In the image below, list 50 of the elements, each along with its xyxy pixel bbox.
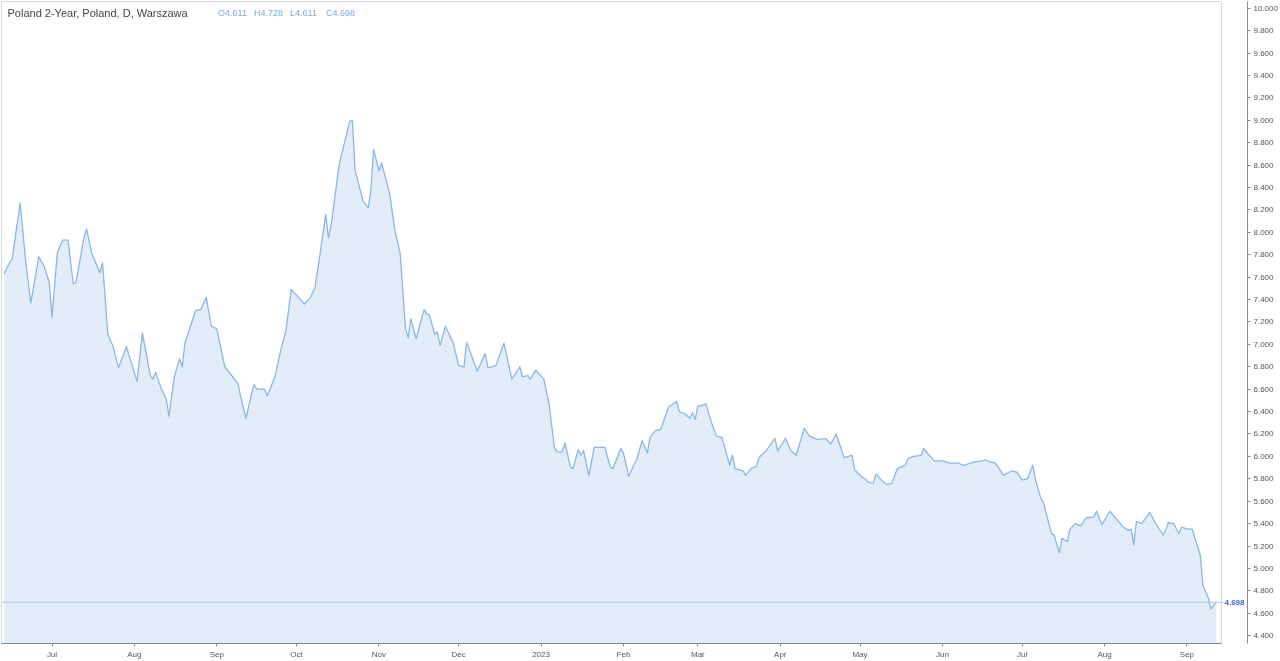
annotation: C4.698 (326, 7, 356, 18)
y-tick-label: 4.600 (1253, 608, 1275, 618)
annotation: H4.728 (254, 7, 284, 18)
y-tick-label: 6.800 (1253, 362, 1275, 372)
annotation: L4.611 (290, 7, 317, 18)
y-tick-label: 5.400 (1253, 519, 1275, 529)
x-tick-label: Jun (935, 649, 949, 659)
y-tick-label: 5.200 (1253, 541, 1275, 551)
y-tick-label: 10.000 (1253, 3, 1279, 13)
x-tick-label: Aug (127, 649, 142, 659)
x-tick-label: Nov (371, 649, 387, 659)
chart-title: Poland 2-Year, Poland, D, Warszawa (7, 6, 189, 19)
y-tick-label: 8.600 (1253, 160, 1275, 170)
x-tick-label: Dec (451, 649, 466, 659)
y-tick-label: 9.800 (1253, 26, 1275, 36)
y-tick-label: 7.000 (1253, 339, 1275, 349)
y-tick-label: 7.400 (1253, 295, 1275, 305)
y-tick-label: 5.000 (1253, 563, 1275, 573)
y-tick-label: 7.600 (1253, 272, 1275, 282)
x-tick-label: Sep (209, 649, 225, 659)
y-tick-label: 9.000 (1253, 115, 1275, 125)
x-tick-label: Apr (774, 649, 787, 659)
annotation: O4.611 (218, 7, 247, 18)
x-tick-label: Feb (616, 649, 631, 659)
y-tick-label: 7.800 (1253, 250, 1275, 260)
x-tick-label: May (852, 649, 868, 659)
y-tick-label: 7.200 (1253, 317, 1275, 327)
y-tick-label: 6.000 (1253, 451, 1275, 461)
x-tick-label: Sep (1179, 649, 1195, 659)
ref-line-label: 4.698 (1224, 597, 1246, 607)
y-tick-label: 5.600 (1253, 496, 1275, 506)
y-tick-label: 8.000 (1253, 227, 1275, 237)
x-tick-label: Mar (690, 649, 706, 659)
y-tick-label: 5.800 (1253, 474, 1275, 484)
y-tick-label: 8.800 (1253, 138, 1275, 148)
y-tick-label: 4.400 (1253, 631, 1275, 641)
y-tick-label: 8.400 (1253, 182, 1275, 192)
y-tick-label: 9.600 (1253, 48, 1275, 58)
y-tick-label: 6.400 (1253, 407, 1275, 417)
x-tick-label: Jul (1017, 649, 1028, 659)
x-tick-label: 2023 (532, 649, 551, 659)
x-tick-label: Jul (46, 649, 58, 659)
y-tick-label: 6.200 (1253, 429, 1275, 439)
y-tick-label: 9.200 (1253, 93, 1275, 103)
y-tick-label: 6.600 (1253, 384, 1275, 394)
y-tick-label: 9.400 (1253, 70, 1275, 80)
x-tick-label: Oct (290, 649, 304, 659)
y-tick-label: 4.800 (1253, 586, 1275, 596)
x-tick-label: Aug (1097, 649, 1112, 659)
y-tick-label: 8.200 (1253, 205, 1275, 215)
